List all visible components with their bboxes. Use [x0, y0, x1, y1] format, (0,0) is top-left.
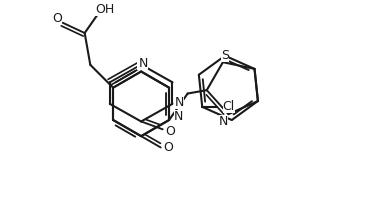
- Text: N: N: [137, 57, 147, 70]
- Text: N: N: [175, 96, 184, 109]
- Text: O: O: [166, 125, 176, 138]
- Text: S: S: [221, 49, 229, 62]
- Text: N: N: [138, 57, 148, 70]
- Text: O: O: [52, 12, 62, 25]
- Text: Cl: Cl: [223, 100, 235, 113]
- Text: N: N: [174, 110, 184, 123]
- Text: O: O: [164, 141, 174, 154]
- Text: OH: OH: [95, 3, 114, 16]
- Text: N: N: [219, 115, 228, 127]
